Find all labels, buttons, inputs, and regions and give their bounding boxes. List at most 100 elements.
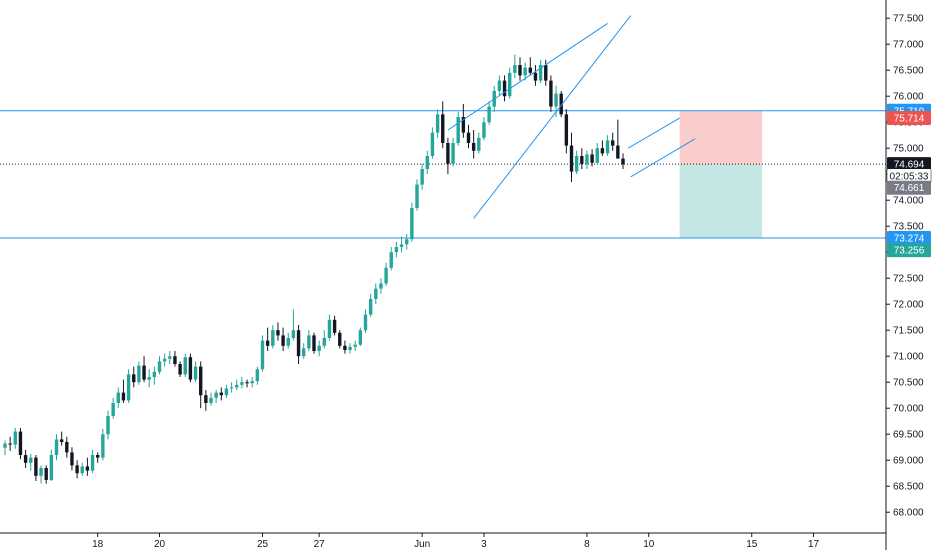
candle bbox=[75, 460, 79, 479]
candle-body bbox=[49, 455, 54, 480]
candle-body bbox=[569, 145, 574, 172]
candle bbox=[317, 340, 321, 357]
candle bbox=[487, 101, 491, 125]
candle-body bbox=[34, 457, 38, 476]
candle-body bbox=[554, 93, 558, 107]
price-tick-label: 71.500 bbox=[893, 326, 924, 337]
candle-body bbox=[415, 184, 419, 208]
candle bbox=[348, 343, 352, 354]
candle-body bbox=[157, 361, 162, 372]
badge-background bbox=[887, 180, 931, 195]
candle bbox=[302, 343, 306, 359]
candle-body bbox=[595, 148, 599, 163]
candle bbox=[214, 390, 218, 403]
candle-body bbox=[312, 335, 316, 351]
candle bbox=[322, 330, 326, 349]
candle-body bbox=[497, 80, 502, 91]
candle-body bbox=[471, 143, 476, 151]
candle-body bbox=[508, 72, 512, 97]
time-tick-label: 17 bbox=[808, 539, 820, 550]
candle bbox=[240, 377, 244, 389]
candle-body bbox=[368, 299, 373, 315]
time-tick-label: 3 bbox=[481, 539, 487, 550]
candle-body bbox=[8, 443, 12, 445]
target-price-badge: 73.256 bbox=[887, 243, 931, 258]
candle-body bbox=[265, 340, 270, 346]
candle-body bbox=[229, 387, 234, 389]
time-tick-label: 18 bbox=[92, 539, 104, 550]
candle bbox=[70, 447, 74, 471]
candle bbox=[508, 67, 512, 99]
candle bbox=[580, 148, 584, 169]
candle-body bbox=[142, 365, 146, 380]
candle bbox=[358, 327, 363, 346]
candle-body bbox=[70, 452, 74, 466]
candle-body bbox=[374, 288, 378, 299]
candle-body bbox=[224, 388, 229, 396]
candle bbox=[564, 109, 569, 154]
candle bbox=[430, 127, 435, 159]
candle-body bbox=[111, 403, 115, 416]
candle bbox=[466, 124, 471, 149]
price-tick-label: 72.500 bbox=[893, 274, 924, 285]
candle bbox=[90, 449, 95, 474]
candle bbox=[595, 143, 599, 165]
candle bbox=[18, 427, 23, 460]
candle-body bbox=[147, 377, 151, 380]
candle-body bbox=[260, 340, 265, 370]
candle-body bbox=[405, 239, 409, 245]
candle-body bbox=[435, 114, 440, 133]
candle-body bbox=[44, 468, 48, 480]
upper-channel-trendline bbox=[447, 22, 608, 131]
candle bbox=[605, 135, 610, 156]
badge-background bbox=[887, 111, 931, 126]
candle bbox=[374, 283, 378, 305]
candle bbox=[126, 369, 131, 403]
candle-body bbox=[317, 345, 321, 351]
price-tick-label: 68.000 bbox=[893, 508, 924, 519]
candle bbox=[456, 111, 460, 146]
candle bbox=[528, 57, 532, 76]
candle bbox=[368, 293, 373, 318]
candle-body bbox=[600, 148, 605, 154]
candle bbox=[441, 101, 445, 149]
badge-label: 02:05:33 bbox=[890, 171, 929, 182]
candle bbox=[533, 65, 538, 86]
candle bbox=[399, 236, 404, 253]
badge-label: 73.274 bbox=[894, 233, 925, 244]
candle bbox=[229, 382, 234, 393]
candle-body bbox=[13, 431, 17, 445]
price-tick-label: 70.500 bbox=[893, 378, 924, 389]
candle-body bbox=[188, 357, 193, 380]
candle bbox=[111, 397, 115, 419]
price-tick-label: 77.000 bbox=[893, 40, 924, 51]
candle-body bbox=[585, 154, 589, 164]
candle-body bbox=[533, 72, 538, 81]
candle bbox=[332, 315, 337, 336]
price-tick-label: 77.500 bbox=[893, 14, 924, 25]
candle bbox=[477, 132, 481, 154]
candle bbox=[291, 309, 296, 341]
badge-label: 75.714 bbox=[894, 114, 925, 125]
candle bbox=[121, 379, 126, 403]
candle bbox=[188, 353, 193, 383]
candle bbox=[420, 163, 424, 190]
candle bbox=[312, 332, 316, 354]
candle-body bbox=[296, 330, 301, 357]
candle-body bbox=[559, 93, 563, 115]
candle-body bbox=[410, 208, 414, 240]
stop-price-badge: 75.714 bbox=[887, 111, 931, 126]
candle-body bbox=[29, 457, 33, 463]
candle-body bbox=[54, 439, 59, 455]
candle bbox=[307, 330, 311, 351]
candle-body bbox=[502, 80, 507, 97]
candle bbox=[132, 366, 136, 388]
candle bbox=[3, 440, 7, 455]
time-tick-label: 20 bbox=[154, 539, 166, 550]
last-price-badge: 74.694 bbox=[887, 157, 931, 172]
candle-body bbox=[65, 442, 69, 453]
candle bbox=[461, 104, 466, 138]
candle-body bbox=[399, 244, 404, 247]
candle bbox=[116, 387, 120, 409]
